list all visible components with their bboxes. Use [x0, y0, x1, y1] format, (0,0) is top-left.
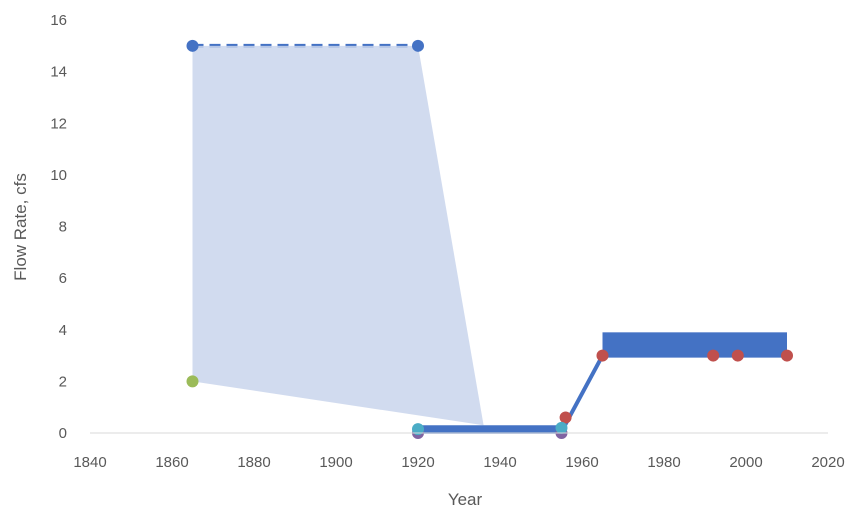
y-tick-label: 16 [50, 12, 67, 29]
y-tick-label: 4 [59, 322, 67, 339]
x-tick-label: 1860 [155, 454, 188, 471]
x-tick-label: 1920 [401, 454, 434, 471]
data-point [186, 39, 199, 52]
y-axis-title: Flow Rate, cfs [11, 173, 30, 281]
axes: 1840 1860 1880 1900 1920 1940 1960 1980 2000 2020… [50, 12, 844, 471]
y-tick-label: 0 [59, 425, 67, 442]
x-tick-label: 1940 [483, 454, 516, 471]
y-tick-label: 10 [50, 167, 67, 184]
area-series [192, 45, 484, 426]
data-point [412, 423, 424, 436]
data-point [555, 421, 568, 434]
x-tick-label: 1840 [73, 454, 106, 471]
x-tick-label: 1900 [319, 454, 352, 471]
y-tick-label: 2 [59, 373, 67, 390]
data-point [707, 349, 720, 362]
x-tick-label: 1980 [647, 454, 680, 471]
x-tick-label: 1880 [237, 454, 270, 471]
y-tick-label: 14 [50, 64, 67, 81]
y-tick-label: 6 [59, 270, 67, 287]
data-point [731, 349, 744, 362]
x-tick-label: 2020 [811, 454, 844, 471]
y-tick-label: 8 [59, 219, 67, 236]
x-tick-label: 1960 [565, 454, 598, 471]
data-point [596, 349, 609, 362]
data-point [559, 411, 572, 424]
data-point [186, 375, 199, 388]
band-series [602, 332, 787, 356]
x-axis-title: Year [448, 490, 483, 509]
band-series [418, 425, 562, 433]
y-tick-label: 12 [50, 115, 67, 132]
data-point [412, 39, 424, 52]
data-point [781, 349, 793, 362]
plot-area [186, 39, 793, 439]
x-tick-label: 2000 [729, 454, 762, 471]
